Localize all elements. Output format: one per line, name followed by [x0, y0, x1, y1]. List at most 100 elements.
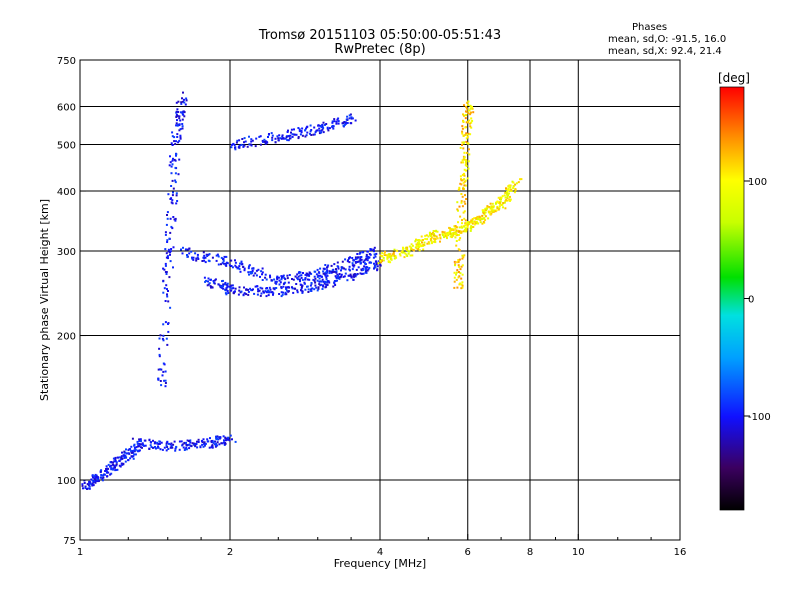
data-point: [208, 446, 211, 449]
data-point: [337, 117, 340, 120]
data-point: [196, 253, 199, 256]
data-point: [264, 290, 267, 293]
data-point: [110, 468, 113, 471]
data-point: [148, 447, 151, 450]
data-point: [82, 487, 84, 490]
data-point: [165, 449, 168, 452]
data-point: [216, 441, 219, 444]
data-point: [459, 182, 462, 185]
data-point: [116, 468, 119, 471]
data-point: [244, 140, 247, 143]
data-point: [318, 277, 321, 280]
data-point: [224, 442, 227, 445]
data-point: [456, 269, 459, 272]
data-point: [367, 268, 370, 271]
data-point: [468, 119, 471, 122]
x-tick-label: 10: [572, 547, 585, 558]
data-point: [290, 131, 292, 134]
data-point: [305, 272, 308, 275]
data-point: [426, 238, 429, 241]
data-point: [355, 273, 358, 276]
data-point: [266, 141, 269, 144]
data-point: [217, 283, 220, 286]
data-point: [469, 229, 472, 232]
data-point: [123, 454, 126, 457]
data-point: [166, 255, 169, 258]
data-point: [276, 275, 279, 278]
x-tick-label: 6: [465, 547, 471, 558]
data-point: [107, 471, 110, 474]
data-point: [222, 435, 225, 438]
colorbar: [deg] 100 0 -100: [718, 71, 771, 511]
data-point: [195, 259, 198, 262]
data-point: [238, 144, 241, 147]
data-point: [449, 232, 452, 235]
data-point: [201, 443, 204, 446]
data-point: [304, 135, 307, 138]
data-point: [462, 256, 465, 259]
data-point: [464, 179, 467, 182]
data-point: [186, 255, 189, 258]
data-point: [280, 278, 283, 281]
data-point: [160, 368, 163, 371]
data-point: [210, 278, 212, 281]
data-point: [232, 292, 235, 295]
data-point: [268, 133, 270, 135]
data-point: [120, 458, 123, 461]
data-point: [138, 438, 141, 441]
data-point: [473, 223, 476, 226]
data-point: [251, 269, 254, 272]
data-point: [277, 276, 280, 279]
data-point: [203, 441, 206, 444]
data-point: [183, 449, 186, 451]
data-point: [149, 444, 152, 447]
data-point: [307, 288, 310, 291]
data-point: [429, 235, 432, 237]
data-point: [485, 208, 488, 211]
data-point: [247, 271, 250, 274]
data-point: [191, 257, 194, 260]
data-point: [176, 136, 179, 138]
data-point: [419, 239, 422, 242]
colorbar-gradient: [720, 87, 744, 510]
data-point: [429, 238, 432, 241]
data-point: [271, 136, 274, 139]
data-point: [270, 291, 273, 294]
data-point: [338, 277, 341, 280]
data-point: [222, 287, 225, 290]
data-point: [472, 226, 475, 228]
data-point: [359, 272, 362, 275]
data-point: [248, 135, 250, 138]
data-point: [226, 283, 229, 286]
data-point: [414, 240, 417, 243]
data-point: [460, 178, 462, 181]
data-point: [163, 379, 166, 382]
data-point: [342, 121, 345, 124]
data-point: [178, 117, 181, 120]
data-point: [316, 268, 319, 271]
data-point: [167, 250, 170, 253]
data-point: [164, 262, 167, 265]
data-point: [279, 281, 282, 284]
data-point: [374, 266, 377, 269]
data-point: [225, 293, 228, 296]
data-point: [399, 254, 402, 257]
data-point: [257, 290, 260, 293]
data-point: [227, 437, 230, 440]
data-point: [460, 283, 463, 286]
data-point: [169, 250, 172, 253]
data-point: [251, 267, 254, 270]
data-point: [364, 267, 367, 270]
data-point: [344, 258, 347, 261]
data-point: [230, 284, 233, 287]
data-point: [259, 135, 262, 138]
data-point: [309, 132, 311, 135]
data-point: [138, 449, 141, 452]
data-point: [189, 439, 192, 442]
data-point: [221, 285, 224, 288]
data-point: [337, 275, 340, 277]
data-point: [340, 273, 343, 276]
data-point: [460, 161, 463, 164]
data-point: [243, 292, 246, 295]
data-point: [243, 144, 246, 147]
